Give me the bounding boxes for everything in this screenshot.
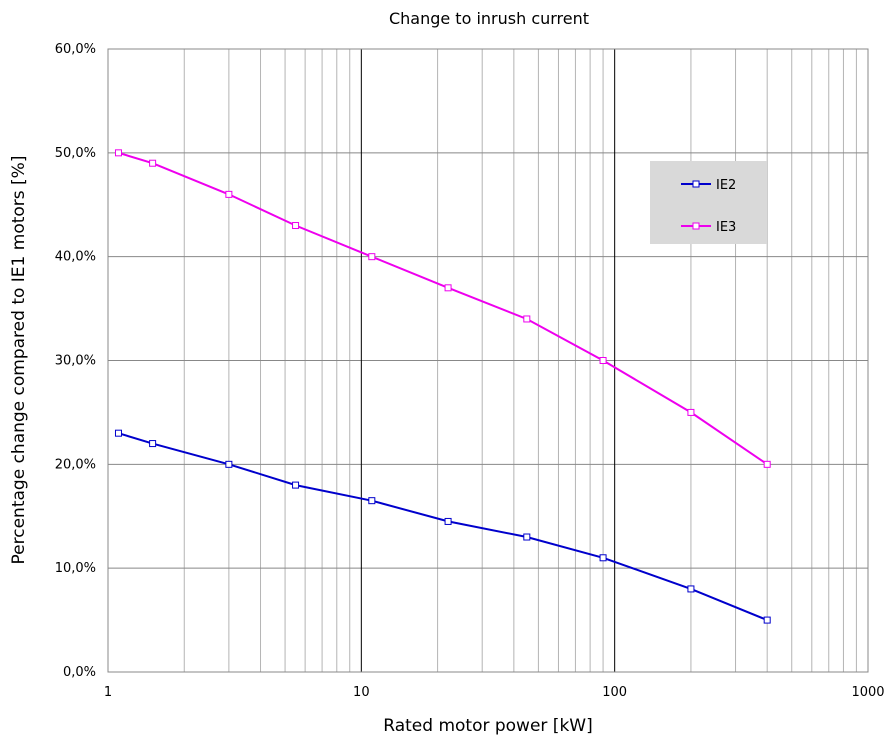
y-tick-label: 0,0% (63, 665, 96, 680)
data-point-ie3 (687, 408, 695, 416)
data-point-ie2 (292, 481, 300, 489)
x-tick-label: 1000 (851, 685, 884, 700)
x-tick-label: 10 (353, 685, 370, 700)
data-point-ie3 (523, 315, 531, 323)
y-tick-label: 20,0% (55, 457, 96, 472)
data-point-ie2 (149, 440, 157, 448)
data-point-ie2 (114, 429, 122, 437)
data-point-ie2 (599, 554, 607, 562)
data-point-ie3 (444, 284, 452, 292)
data-point-ie3 (149, 159, 157, 167)
series-group (114, 149, 771, 624)
plot-area (107, 48, 869, 673)
data-point-ie2 (444, 517, 452, 525)
y-tick-label: 10,0% (55, 561, 96, 576)
y-axis-label: Percentage change compared to IE1 motors… (9, 156, 29, 565)
data-point-ie2 (523, 533, 531, 541)
y-tick-label: 50,0% (55, 146, 96, 161)
legend-box (650, 161, 767, 244)
legend-marker-ie3 (692, 222, 700, 230)
data-point-ie3 (368, 253, 376, 261)
data-point-ie2 (225, 460, 233, 468)
y-tick-label: 40,0% (55, 250, 96, 265)
grid (107, 48, 869, 673)
data-point-ie2 (368, 497, 376, 505)
data-point-ie3 (114, 149, 122, 157)
x-tick-label: 1 (104, 685, 112, 700)
data-point-ie2 (687, 585, 695, 593)
legend-marker-ie2 (692, 180, 700, 188)
data-point-ie3 (763, 460, 771, 468)
y-tick-label: 60,0% (55, 42, 96, 57)
series-line-ie2 (118, 432, 768, 622)
legend-label-ie3: IE3 (716, 220, 736, 235)
tick-labels: 1 10 100 1000 0,0% 10,0% 20,0% 30,0% 40,0% 50,0% 6… (55, 42, 885, 700)
x-axis-label: Rated motor power [kW] (383, 716, 592, 736)
data-point-ie3 (599, 357, 607, 364)
data-point-ie2 (763, 616, 771, 624)
data-point-ie3 (225, 190, 233, 198)
series-line-ie3 (118, 151, 768, 466)
legend-label-ie2: IE2 (716, 178, 736, 193)
data-point-ie3 (292, 222, 300, 230)
chart-title: Change to inrush current (389, 9, 589, 28)
legend: IE2 IE3 (650, 161, 767, 244)
y-tick-label: 30,0% (55, 354, 96, 369)
x-tick-label: 100 (602, 685, 627, 700)
